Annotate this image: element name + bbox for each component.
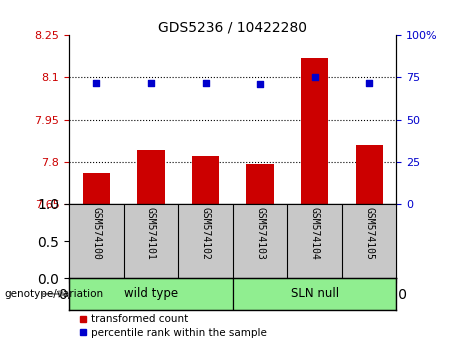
Text: genotype/variation: genotype/variation — [5, 289, 104, 299]
Text: GSM574100: GSM574100 — [91, 207, 101, 260]
Text: GSM574105: GSM574105 — [364, 207, 374, 260]
Title: GDS5236 / 10422280: GDS5236 / 10422280 — [158, 20, 307, 34]
Point — [202, 80, 209, 85]
Bar — [69, 278, 233, 309]
Bar — [137, 150, 165, 204]
Point — [366, 80, 373, 85]
Text: GSM574101: GSM574101 — [146, 207, 156, 260]
Bar — [355, 145, 383, 204]
Bar — [192, 156, 219, 204]
Bar — [301, 58, 328, 204]
Text: GSM574103: GSM574103 — [255, 207, 265, 260]
Bar — [233, 278, 396, 309]
Text: GSM574102: GSM574102 — [201, 207, 211, 260]
Bar — [247, 164, 274, 204]
Text: GSM574104: GSM574104 — [310, 207, 319, 260]
Point — [311, 75, 318, 80]
Point — [148, 80, 155, 85]
Text: SLN null: SLN null — [290, 287, 339, 301]
Text: wild type: wild type — [124, 287, 178, 301]
Point — [256, 81, 264, 87]
Legend: transformed count, percentile rank within the sample: transformed count, percentile rank withi… — [74, 310, 271, 342]
Bar — [83, 173, 110, 204]
Point — [93, 80, 100, 85]
